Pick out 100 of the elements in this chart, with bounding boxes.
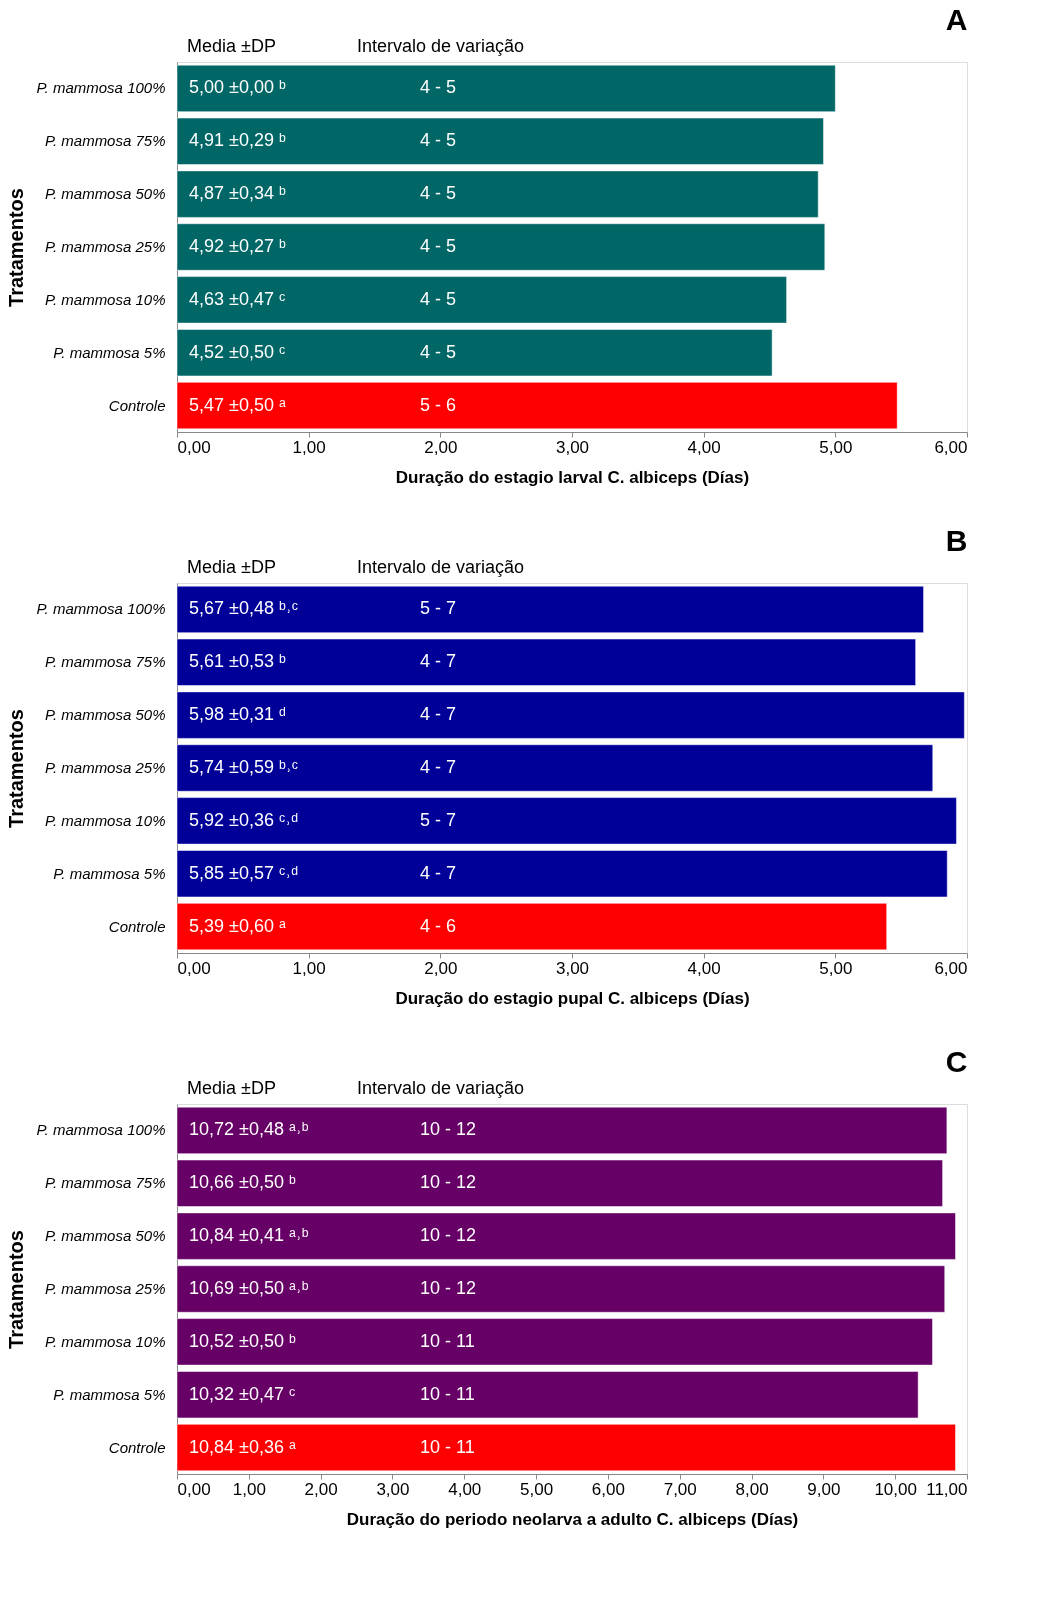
y-tick-label: P. mammosa 50% bbox=[44, 185, 166, 203]
x-tick-label: 1,00 bbox=[292, 958, 326, 978]
y-tick-label: P. mammosa 75% bbox=[44, 132, 166, 150]
chart-title: C bbox=[945, 1045, 968, 1078]
x-tick-label: 4,00 bbox=[687, 437, 721, 457]
data-label: 5,47 ±0,50 ᵃ bbox=[189, 394, 286, 415]
annotation: 4 - 7 bbox=[420, 651, 457, 672]
annotation: 10 - 11 bbox=[420, 1330, 475, 1351]
y-tick-label: Controle bbox=[108, 396, 166, 414]
x-tick-label: 4,00 bbox=[687, 958, 721, 978]
annotation: 10 - 12 bbox=[420, 1172, 477, 1193]
annotation: 4 - 7 bbox=[420, 862, 457, 883]
bar bbox=[176, 1424, 956, 1472]
x-tick-label: 0,00 bbox=[177, 1479, 211, 1499]
annotation: 4 - 5 bbox=[420, 341, 457, 362]
x-tick-label: 2,00 bbox=[304, 1479, 338, 1499]
y-tick-label: P. mammosa 25% bbox=[44, 238, 166, 255]
bar bbox=[176, 1212, 956, 1260]
data-label: 4,52 ±0,50 ᶜ bbox=[189, 341, 286, 362]
text: Media ±DP bbox=[187, 1078, 276, 1098]
annotation: 5 - 7 bbox=[420, 809, 457, 830]
chart-title: B bbox=[945, 524, 968, 557]
annotation: 4 - 5 bbox=[420, 288, 457, 309]
data-label: 5,67 ±0,48 ᵇ˒ᶜ bbox=[189, 598, 299, 619]
x-tick-label: 5,00 bbox=[819, 437, 853, 457]
data-label: 10,66 ±0,50 ᵇ bbox=[189, 1172, 296, 1193]
data-label: 10,84 ±0,36 ᵃ bbox=[189, 1436, 296, 1457]
x-tick-label: 0,00 bbox=[177, 437, 211, 457]
data-label: 4,91 ±0,29 ᵇ bbox=[189, 130, 286, 151]
annotation: 4 - 5 bbox=[420, 236, 457, 256]
annotation: 4 - 5 bbox=[420, 77, 457, 98]
data-label: 4,92 ±0,27 ᵇ bbox=[189, 236, 286, 256]
annotation: 4 - 5 bbox=[420, 130, 457, 151]
annotation: 10 - 12 bbox=[420, 1278, 477, 1298]
y-tick-label: P. mammosa 5% bbox=[53, 864, 166, 882]
data-label: 10,69 ±0,50 ᵃ˒ᵇ bbox=[189, 1278, 309, 1298]
annotation: 10 - 12 bbox=[420, 1225, 477, 1246]
annotation: 4 - 5 bbox=[420, 183, 457, 204]
data-label: 4,63 ±0,47 ᶜ bbox=[189, 288, 286, 309]
data-label: 5,61 ±0,53 ᵇ bbox=[189, 651, 286, 672]
bar bbox=[176, 1106, 948, 1154]
x-tick-label: 1,00 bbox=[232, 1479, 266, 1499]
text: Intervalo de variação bbox=[357, 1078, 525, 1098]
y-axis-title: Tratamentos bbox=[4, 1230, 27, 1349]
x-tick-label: 10,00 bbox=[874, 1479, 917, 1499]
bar bbox=[176, 1265, 945, 1313]
text: Intervalo de variação bbox=[357, 36, 525, 56]
data-label: 10,52 ±0,50 ᵇ bbox=[189, 1330, 296, 1351]
x-tick-label: 2,00 bbox=[424, 437, 458, 457]
data-label: 5,39 ±0,60 ᵃ bbox=[189, 915, 286, 936]
text: Media ±DP bbox=[187, 36, 276, 56]
chart-title: A bbox=[945, 3, 968, 36]
data-label: 5,92 ±0,36 ᶜ˒ᵈ bbox=[189, 809, 299, 830]
annotation: 10 - 12 bbox=[420, 1119, 477, 1140]
y-tick-label: P. mammosa 10% bbox=[44, 811, 166, 829]
y-tick-label: P. mammosa 100% bbox=[36, 79, 166, 97]
y-axis-title: Tratamentos bbox=[4, 709, 27, 828]
x-tick-label: 6,00 bbox=[934, 437, 968, 457]
data-label: 4,87 ±0,34 ᵇ bbox=[189, 183, 286, 204]
y-tick-label: P. mammosa 10% bbox=[44, 290, 166, 308]
y-tick-label: P. mammosa 25% bbox=[44, 1280, 166, 1297]
x-tick-label: 8,00 bbox=[735, 1479, 769, 1499]
data-label: 5,74 ±0,59 ᵇ˒ᶜ bbox=[189, 757, 299, 777]
y-tick-label: P. mammosa 75% bbox=[44, 653, 166, 671]
annotation: 4 - 6 bbox=[420, 915, 457, 936]
annotation: 10 - 11 bbox=[420, 1436, 475, 1457]
x-tick-label: 3,00 bbox=[555, 958, 590, 978]
x-tick-label: 7,00 bbox=[663, 1479, 697, 1499]
text: Media ±DP bbox=[187, 557, 276, 577]
annotation: 4 - 7 bbox=[420, 704, 457, 725]
x-tick-label: 3,00 bbox=[376, 1479, 410, 1499]
y-tick-label: P. mammosa 100% bbox=[36, 1121, 166, 1139]
data-label: 10,32 ±0,47 ᶜ bbox=[189, 1383, 296, 1404]
bar bbox=[176, 1318, 933, 1366]
y-tick-label: Controle bbox=[108, 1438, 166, 1456]
x-tick-label: 11,00 bbox=[926, 1479, 968, 1499]
bar bbox=[176, 1159, 943, 1207]
y-tick-label: P. mammosa 50% bbox=[44, 1227, 166, 1245]
data-label: 5,00 ±0,00 ᵇ bbox=[189, 77, 286, 98]
y-tick-label: P. mammosa 5% bbox=[53, 1385, 166, 1403]
y-tick-label: P. mammosa 25% bbox=[44, 759, 166, 776]
y-tick-label: P. mammosa 10% bbox=[44, 1332, 166, 1350]
x-tick-label: 6,00 bbox=[934, 958, 968, 978]
x-tick-label: 1,00 bbox=[292, 437, 326, 457]
y-tick-label: P. mammosa 50% bbox=[44, 706, 166, 724]
y-tick-label: Controle bbox=[108, 917, 166, 935]
annotation: 5 - 7 bbox=[420, 598, 457, 619]
data-label: 5,98 ±0,31 ᵈ bbox=[189, 704, 286, 725]
x-tick-label: 9,00 bbox=[807, 1479, 841, 1499]
x-tick-label: 5,00 bbox=[520, 1479, 554, 1499]
data-label: 10,84 ±0,41 ᵃ˒ᵇ bbox=[189, 1225, 309, 1246]
x-axis-title: Duração do estagio larval C. albiceps (Días) bbox=[395, 467, 750, 487]
y-tick-label: P. mammosa 5% bbox=[53, 343, 166, 361]
x-axis-title: Duração do periodo neolarva a adulto C. albiceps (Días) bbox=[346, 1509, 799, 1529]
y-tick-label: P. mammosa 75% bbox=[44, 1174, 166, 1192]
x-tick-label: 2,00 bbox=[424, 958, 458, 978]
x-tick-label: 4,00 bbox=[448, 1479, 482, 1499]
annotation: 4 - 7 bbox=[420, 757, 457, 777]
data-label: 10,72 ±0,48 ᵃ˒ᵇ bbox=[189, 1119, 309, 1140]
x-tick-label: 5,00 bbox=[819, 958, 853, 978]
